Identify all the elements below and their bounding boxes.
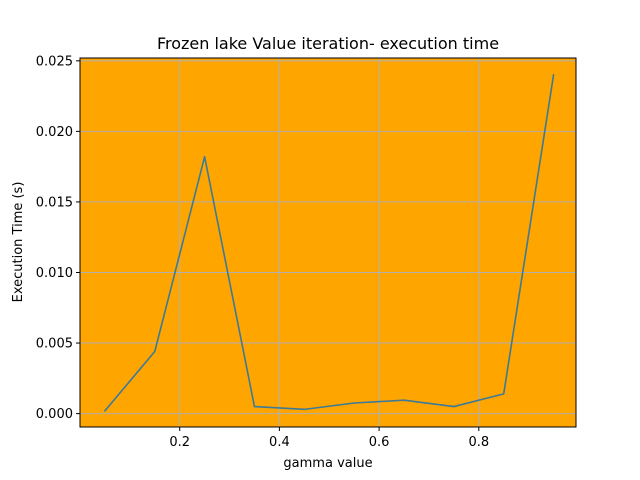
y-tick-label: 0.010 — [36, 266, 73, 281]
data-point — [453, 405, 455, 408]
y-tick-label: 0.015 — [36, 195, 73, 210]
x-axis-label: gamma value — [283, 456, 372, 471]
y-axis-label: Execution Time (s) — [11, 182, 26, 303]
plot-background — [80, 58, 576, 427]
x-axis: 0.2 0.4 0.6 0.8 — [169, 427, 489, 450]
x-tick-label: 0.2 — [169, 435, 190, 450]
data-point — [353, 402, 355, 404]
y-tick-label: 0.005 — [36, 337, 73, 352]
y-tick-label: 0.020 — [36, 125, 73, 140]
data-point — [502, 393, 505, 395]
data-point — [303, 408, 306, 411]
grid — [80, 58, 576, 427]
plot-frame — [79, 57, 577, 428]
data-point — [203, 155, 206, 158]
x-tick-label: 0.6 — [369, 435, 390, 450]
y-tick-label: 0.025 — [36, 54, 73, 69]
data-point — [153, 350, 156, 353]
series-line — [104, 74, 555, 412]
data-point — [253, 405, 256, 408]
y-tick-label: 0.000 — [36, 407, 73, 422]
x-tick-label: 0.8 — [468, 435, 489, 450]
data-point — [403, 399, 405, 401]
data-point — [104, 409, 106, 412]
y-axis: 0.000 0.005 0.010 0.015 0.020 0.025 — [36, 54, 80, 422]
x-tick-label: 0.4 — [269, 435, 290, 450]
data-point — [552, 74, 555, 76]
series-layer — [104, 74, 555, 412]
chart-title: Frozen lake Value iteration- execution t… — [157, 34, 499, 53]
